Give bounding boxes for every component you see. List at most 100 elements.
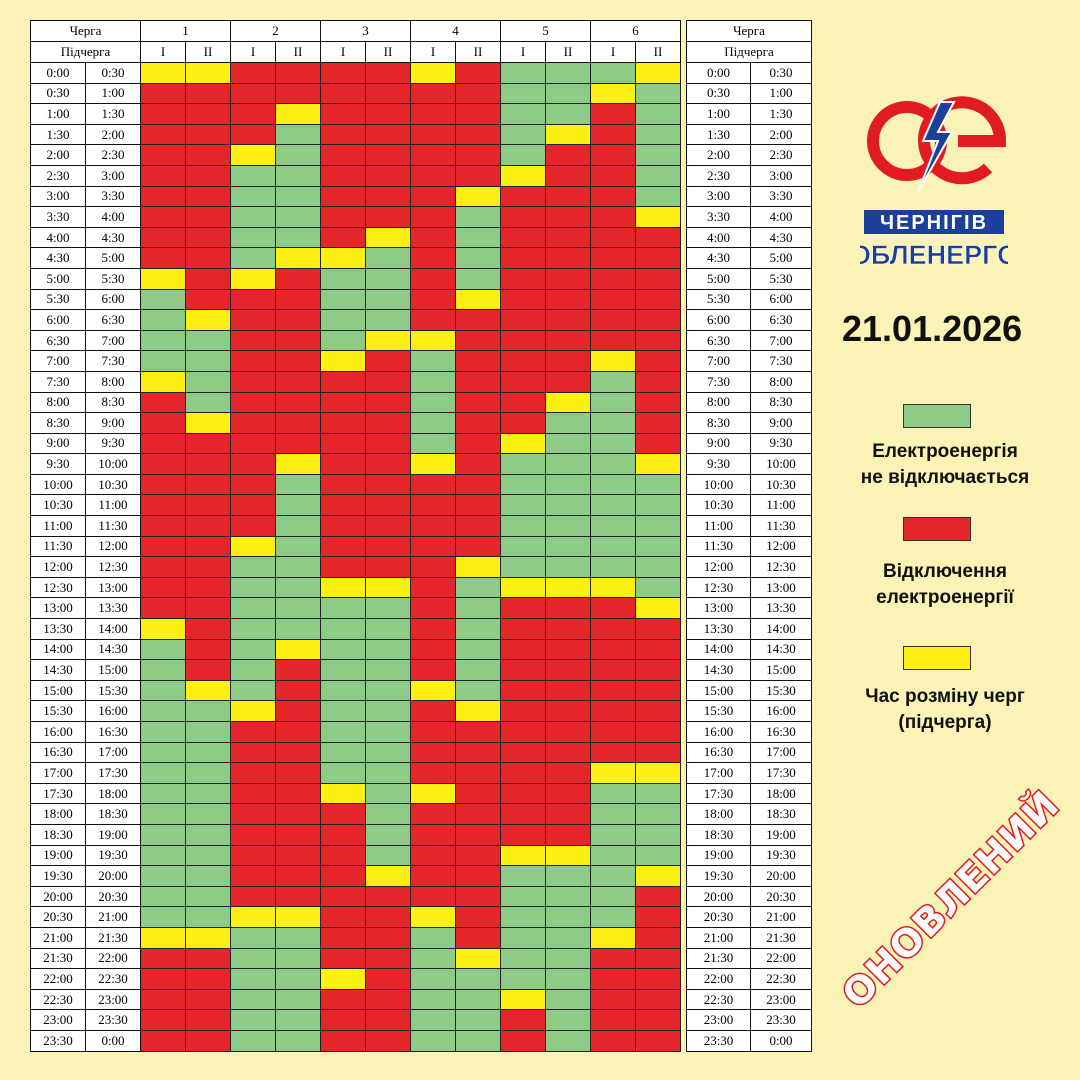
- cell-q2-I: [230, 535, 276, 558]
- time-end-right: 9:30: [750, 432, 812, 455]
- cell-q3-I: [320, 267, 366, 290]
- cell-q1-I: [140, 62, 186, 84]
- schedule-row: 22:30 23:00 22:30 23:00: [30, 988, 812, 1011]
- schedule-row: 2:30 3:00 2:30 3:00: [30, 164, 812, 187]
- cell-q1-II: [185, 762, 231, 784]
- cell-q6-II: [635, 885, 681, 908]
- cell-q5-II: [545, 968, 591, 990]
- cell-q5-II: [545, 206, 591, 228]
- time-start-right: 1:30: [686, 123, 751, 146]
- cell-q4-I: [410, 62, 456, 84]
- cell-q1-II: [185, 988, 231, 1011]
- cell-q4-I: [410, 350, 456, 372]
- cell-q6-II: [635, 288, 681, 311]
- cell-q2-I: [230, 947, 276, 970]
- cell-q4-I: [410, 535, 456, 558]
- cell-q5-I: [500, 926, 546, 949]
- time-end: 6:00: [85, 288, 141, 311]
- cell-q2-II: [275, 741, 321, 764]
- time-end: 3:30: [85, 185, 141, 208]
- time-start-right: 0:30: [686, 82, 751, 105]
- cell-q1-II: [185, 721, 231, 743]
- cell-q6-I: [590, 741, 636, 764]
- cell-q1-I: [140, 926, 186, 949]
- cell-q6-II: [635, 988, 681, 1011]
- cell-q1-I: [140, 1029, 186, 1052]
- cell-q6-I: [590, 556, 636, 578]
- cell-q2-I: [230, 741, 276, 764]
- cell-q6-II: [635, 103, 681, 125]
- time-start: 5:30: [30, 288, 86, 311]
- cell-q2-II: [275, 865, 321, 887]
- cell-q3-II: [365, 535, 411, 558]
- time-start: 15:00: [30, 679, 86, 702]
- schedule-row: 1:00 1:30 1:00 1:30: [30, 103, 812, 125]
- cell-q3-I: [320, 1029, 366, 1052]
- time-start-right: 6:30: [686, 329, 751, 352]
- cell-q5-II: [545, 144, 591, 166]
- cell-q2-II: [275, 62, 321, 84]
- schedule-row: 21:00 21:30 21:00 21:30: [30, 926, 812, 949]
- schedule-row: 19:00 19:30 19:00 19:30: [30, 844, 812, 867]
- cell-q6-I: [590, 762, 636, 784]
- cell-q3-II: [365, 638, 411, 661]
- cell-q2-I: [230, 350, 276, 372]
- time-end-right: 8:30: [750, 391, 812, 414]
- cell-q2-I: [230, 309, 276, 331]
- cell-q4-II: [455, 741, 501, 764]
- schedule-row: 12:30 13:00 12:30 13:00: [30, 576, 812, 599]
- time-start-right: 15:30: [686, 700, 751, 722]
- cell-q6-I: [590, 370, 636, 393]
- cell-q4-II: [455, 164, 501, 187]
- cell-q4-I: [410, 391, 456, 414]
- time-start-right: 23:30: [686, 1029, 751, 1052]
- cell-q2-II: [275, 309, 321, 331]
- time-start-right: 13:30: [686, 618, 751, 640]
- time-end: 20:00: [85, 865, 141, 887]
- time-end-right: 13:30: [750, 597, 812, 620]
- time-start: 12:30: [30, 576, 86, 599]
- cell-q4-I: [410, 247, 456, 269]
- cell-q6-I: [590, 906, 636, 928]
- cell-q3-II: [365, 782, 411, 805]
- cell-q4-II: [455, 247, 501, 269]
- cell-q4-I: [410, 329, 456, 352]
- time-start-right: 8:30: [686, 412, 751, 434]
- time-end-right: 8:00: [750, 370, 812, 393]
- cell-q5-I: [500, 185, 546, 208]
- schedule-row: 4:30 5:00 4:30 5:00: [30, 247, 812, 269]
- cell-q5-I: [500, 782, 546, 805]
- cell-q1-I: [140, 556, 186, 578]
- time-start: 3:00: [30, 185, 86, 208]
- cell-q6-II: [635, 741, 681, 764]
- cell-q4-I: [410, 164, 456, 187]
- cell-q4-II: [455, 823, 501, 846]
- cell-q2-II: [275, 144, 321, 166]
- cell-q4-II: [455, 968, 501, 990]
- cell-q5-II: [545, 556, 591, 578]
- cell-q1-II: [185, 62, 231, 84]
- time-start: 16:30: [30, 741, 86, 764]
- time-end-right: 11:00: [750, 494, 812, 517]
- cell-q4-II: [455, 618, 501, 640]
- cell-q2-II: [275, 1009, 321, 1031]
- cell-q5-I: [500, 1009, 546, 1031]
- cell-q3-I: [320, 762, 366, 784]
- cell-q5-II: [545, 988, 591, 1011]
- cell-q4-II: [455, 329, 501, 352]
- cell-q6-I: [590, 288, 636, 311]
- cell-q6-II: [635, 968, 681, 990]
- cell-q4-I: [410, 556, 456, 578]
- time-end-right: 17:30: [750, 762, 812, 784]
- time-start-right: 6:00: [686, 309, 751, 331]
- cell-q2-II: [275, 638, 321, 661]
- cell-q6-I: [590, 350, 636, 372]
- cell-q4-II: [455, 844, 501, 867]
- cell-q3-II: [365, 370, 411, 393]
- cell-q1-I: [140, 968, 186, 990]
- cell-q5-I: [500, 350, 546, 372]
- cell-q6-I: [590, 988, 636, 1011]
- time-end: 23:30: [85, 1009, 141, 1031]
- cell-q4-I: [410, 721, 456, 743]
- subqueue-4-I: I: [410, 41, 456, 63]
